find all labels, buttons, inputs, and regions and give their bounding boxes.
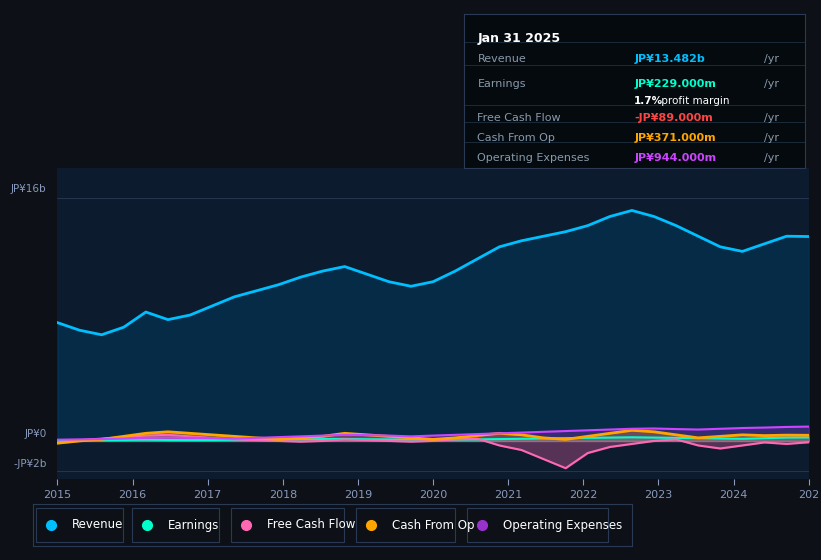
Text: -JP¥89.000m: -JP¥89.000m xyxy=(635,113,713,123)
Text: JP¥13.482b: JP¥13.482b xyxy=(635,54,705,64)
Text: JP¥229.000m: JP¥229.000m xyxy=(635,79,716,88)
Text: /yr: /yr xyxy=(764,133,778,143)
Text: Operating Expenses: Operating Expenses xyxy=(478,153,589,162)
Text: /yr: /yr xyxy=(764,79,778,88)
Text: /yr: /yr xyxy=(764,153,778,162)
Text: Jan 31 2025: Jan 31 2025 xyxy=(478,32,561,45)
FancyBboxPatch shape xyxy=(231,508,345,542)
Text: profit margin: profit margin xyxy=(658,96,730,106)
Text: /yr: /yr xyxy=(764,113,778,123)
Text: JP¥944.000m: JP¥944.000m xyxy=(635,153,717,162)
FancyBboxPatch shape xyxy=(36,508,123,542)
Text: JP¥0: JP¥0 xyxy=(24,428,47,438)
Text: Free Cash Flow: Free Cash Flow xyxy=(267,519,355,531)
FancyBboxPatch shape xyxy=(356,508,456,542)
Text: Cash From Op: Cash From Op xyxy=(478,133,555,143)
Text: Earnings: Earnings xyxy=(167,519,219,531)
Text: /yr: /yr xyxy=(764,54,778,64)
Text: Cash From Op: Cash From Op xyxy=(392,519,475,531)
Text: Revenue: Revenue xyxy=(478,54,526,64)
Text: 1.7%: 1.7% xyxy=(635,96,663,106)
Text: Operating Expenses: Operating Expenses xyxy=(503,519,622,531)
Text: Free Cash Flow: Free Cash Flow xyxy=(478,113,561,123)
Text: Earnings: Earnings xyxy=(478,79,526,88)
Text: JP¥16b: JP¥16b xyxy=(11,184,47,194)
Text: JP¥371.000m: JP¥371.000m xyxy=(635,133,716,143)
FancyBboxPatch shape xyxy=(467,508,608,542)
FancyBboxPatch shape xyxy=(131,508,218,542)
Text: -JP¥2b: -JP¥2b xyxy=(13,459,47,469)
Text: Revenue: Revenue xyxy=(71,519,123,531)
